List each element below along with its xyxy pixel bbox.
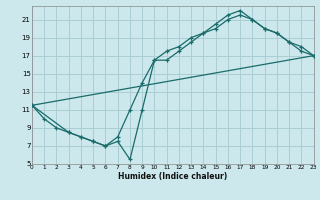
X-axis label: Humidex (Indice chaleur): Humidex (Indice chaleur) <box>118 172 228 181</box>
